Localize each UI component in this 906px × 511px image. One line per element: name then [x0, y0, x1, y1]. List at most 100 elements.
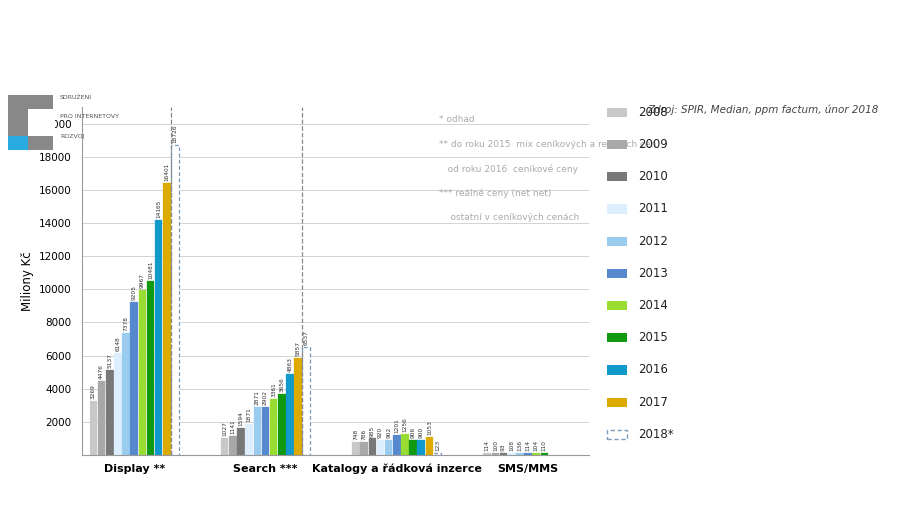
Text: 114: 114: [525, 440, 531, 451]
Text: 2011: 2011: [638, 202, 668, 216]
Text: ** do roku 2015  mix ceníkových a reálných cen: ** do roku 2015 mix ceníkových a reálnýc…: [439, 140, 657, 149]
Bar: [369, 438, 376, 455]
Bar: [286, 375, 294, 455]
Bar: [90, 401, 97, 455]
Bar: [393, 435, 400, 455]
Text: * odhad: * odhad: [439, 115, 475, 124]
Bar: [492, 453, 499, 455]
Text: 7378: 7378: [123, 316, 129, 331]
Text: 9967: 9967: [140, 273, 145, 288]
Text: 2008: 2008: [638, 106, 668, 119]
Text: ROZVOJ: ROZVOJ: [60, 134, 84, 138]
Text: 4863: 4863: [287, 358, 293, 373]
Text: 100: 100: [493, 440, 498, 451]
Bar: [278, 394, 285, 455]
Bar: [221, 438, 228, 455]
Text: 104: 104: [534, 440, 539, 451]
Text: 3656: 3656: [279, 378, 284, 392]
Text: 2010: 2010: [638, 170, 668, 183]
Bar: [270, 399, 277, 455]
Bar: [106, 370, 113, 455]
Text: 108: 108: [509, 440, 515, 451]
Text: 2016: 2016: [638, 363, 668, 377]
Text: 985: 985: [370, 425, 375, 436]
Bar: [401, 434, 409, 455]
Bar: [426, 437, 433, 455]
Bar: [229, 436, 236, 455]
Text: 1141: 1141: [230, 420, 236, 434]
Text: 2013: 2013: [638, 267, 668, 280]
Bar: [516, 453, 524, 455]
Bar: [303, 346, 310, 455]
Bar: [147, 282, 154, 455]
Text: 3269: 3269: [91, 384, 96, 399]
Text: 2012: 2012: [638, 235, 668, 248]
Text: 1871: 1871: [246, 407, 252, 422]
Text: 902: 902: [386, 427, 391, 438]
Text: PRO INTERNETOVÝ: PRO INTERNETOVÝ: [60, 114, 119, 120]
Bar: [508, 453, 516, 455]
Bar: [410, 440, 417, 455]
Bar: [130, 303, 138, 455]
Bar: [361, 442, 368, 455]
Text: 900: 900: [419, 427, 424, 438]
Bar: [163, 183, 170, 455]
Text: 9205: 9205: [131, 286, 137, 300]
Text: 6148: 6148: [115, 336, 120, 351]
Text: 16401: 16401: [164, 163, 169, 181]
Bar: [434, 453, 441, 455]
Bar: [262, 407, 269, 455]
Bar: [418, 440, 425, 455]
Text: 14165: 14165: [156, 200, 161, 218]
Bar: [114, 353, 121, 455]
Text: 1053: 1053: [427, 421, 432, 435]
Bar: [28, 109, 55, 136]
Bar: [8, 95, 53, 150]
Text: 123: 123: [435, 439, 440, 451]
Text: 93: 93: [501, 444, 506, 451]
Y-axis label: Miliony Kč: Miliony Kč: [21, 251, 34, 311]
Text: 748: 748: [353, 429, 359, 440]
Text: 906: 906: [410, 427, 416, 438]
Bar: [122, 333, 130, 455]
Bar: [294, 358, 302, 455]
Text: 18726: 18726: [172, 125, 178, 143]
Bar: [484, 453, 491, 455]
Bar: [246, 424, 253, 455]
Text: 110: 110: [542, 440, 547, 451]
Text: ostatní v ceníkových cenách: ostatní v ceníkových cenách: [439, 213, 580, 222]
Text: 5137: 5137: [107, 353, 112, 368]
Text: 4476: 4476: [99, 364, 104, 379]
Text: 136: 136: [517, 439, 523, 451]
Text: Výkon jednotlivých forem internetové a mobilní reklamy
v mil. Kč: Výkon jednotlivých forem internetové a m…: [168, 22, 738, 64]
Text: 920: 920: [378, 426, 383, 437]
Text: 1027: 1027: [222, 421, 227, 436]
Text: 2014: 2014: [638, 299, 668, 312]
Bar: [541, 453, 548, 455]
Text: 5857: 5857: [295, 341, 301, 356]
Text: 3361: 3361: [271, 382, 276, 397]
Text: 114: 114: [485, 440, 490, 451]
Text: Zdroj: SPIR, Median, ppm factum, únor 2018: Zdroj: SPIR, Median, ppm factum, únor 20…: [648, 105, 879, 115]
Text: 1256: 1256: [402, 417, 408, 432]
Text: 2017: 2017: [638, 396, 668, 409]
Text: 2902: 2902: [263, 390, 268, 405]
Bar: [8, 136, 28, 150]
Bar: [171, 145, 178, 455]
Text: 2009: 2009: [638, 138, 668, 151]
Text: 1201: 1201: [394, 418, 400, 433]
Bar: [254, 407, 261, 455]
Bar: [139, 290, 146, 455]
Text: 6537: 6537: [304, 330, 309, 344]
Bar: [98, 381, 105, 455]
Text: *** reálné ceny (net net): *** reálné ceny (net net): [439, 189, 552, 198]
Text: SDRUŽENÍ: SDRUŽENÍ: [60, 95, 92, 100]
Text: 2018*: 2018*: [638, 428, 673, 441]
Bar: [385, 440, 392, 455]
Text: 2871: 2871: [255, 390, 260, 405]
Bar: [237, 428, 245, 455]
Bar: [533, 453, 540, 455]
Text: 10481: 10481: [148, 261, 153, 280]
Bar: [525, 453, 532, 455]
Bar: [352, 443, 360, 455]
